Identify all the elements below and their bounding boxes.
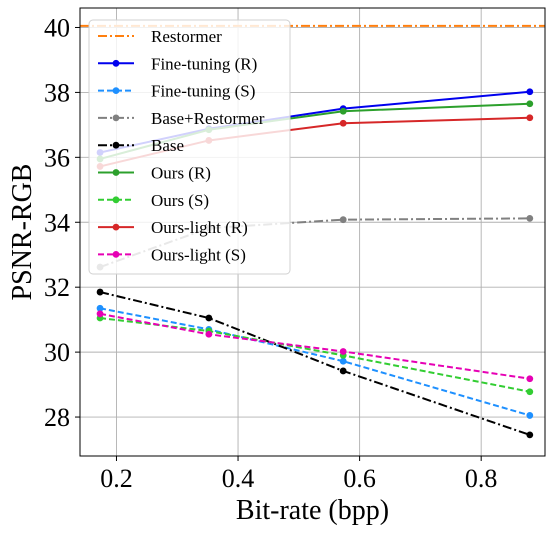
data-point — [205, 314, 213, 322]
x-tick-label: 0.6 — [343, 464, 376, 493]
series-line — [99, 291, 531, 436]
legend-marker — [112, 169, 120, 176]
legend-label: Ours (R) — [151, 164, 211, 183]
data-point — [339, 348, 347, 355]
plot-frame — [79, 7, 546, 457]
series-line — [99, 312, 530, 380]
y-tick-label: 32 — [44, 273, 70, 302]
legend-label: Ours (S) — [151, 191, 209, 210]
y-tick-label: 38 — [44, 78, 70, 107]
data-point — [339, 107, 347, 115]
legend-entry: Base — [98, 136, 184, 155]
data-point — [526, 412, 534, 419]
legend-marker — [112, 59, 120, 67]
data-point — [339, 119, 347, 127]
legend-label: Fine-tuning (S) — [151, 82, 255, 101]
legend-entry: Restormer — [98, 27, 222, 46]
legend-label: Base — [151, 136, 184, 155]
x-tick-label: 0.2 — [100, 464, 133, 493]
legend-box — [88, 19, 291, 275]
data-point — [526, 375, 534, 383]
y-tick-label: 28 — [44, 403, 70, 432]
legend-entry: Ours-light (R) — [98, 218, 248, 237]
data-point — [526, 100, 534, 108]
x-axis-label: Bit-rate (bpp) — [236, 495, 389, 526]
legend-marker — [112, 196, 120, 204]
x-tick-label: 0.4 — [222, 464, 255, 493]
legend-entry: Fine-tuning (S) — [98, 82, 255, 101]
data-point — [526, 88, 534, 96]
y-tick-label: 40 — [44, 13, 70, 42]
legend: Restormer Fine-tuning (R) Fine-tuning (S) B… — [88, 19, 291, 275]
series-base — [96, 288, 534, 439]
legend-entry: Fine-tuning (R) — [98, 54, 257, 73]
data-point — [526, 114, 534, 122]
y-axis-label: PSNR-RGB — [7, 164, 38, 301]
data-point — [205, 330, 213, 338]
legend-marker — [112, 223, 120, 231]
y-tick-label: 36 — [44, 143, 70, 172]
legend-label: Base+Restormer — [151, 109, 265, 128]
legend-marker — [112, 87, 120, 94]
legend-entry: Ours (R) — [98, 164, 211, 183]
series-fine-tuning-s — [96, 304, 534, 419]
legend-entry: Ours-light (S) — [98, 245, 246, 264]
data-point — [96, 288, 104, 296]
series-ours-light-s — [96, 310, 534, 383]
data-point — [96, 304, 104, 312]
legend-marker — [112, 114, 120, 122]
y-tick-label: 30 — [44, 338, 70, 367]
data-point — [526, 214, 534, 222]
legend-marker — [112, 251, 120, 258]
series-line — [99, 307, 531, 417]
x-tick-label: 0.8 — [465, 464, 498, 493]
data-point — [339, 216, 347, 224]
legend-label: Ours-light (R) — [151, 218, 248, 237]
legend-marker — [112, 141, 120, 149]
data-point — [339, 357, 347, 365]
data-point — [339, 367, 347, 375]
data-point — [526, 431, 534, 439]
y-tick-label: 34 — [44, 208, 70, 237]
data-point — [96, 310, 104, 318]
data-point — [526, 388, 534, 396]
legend-label: Fine-tuning (R) — [151, 54, 257, 73]
legend-label: Restormer — [151, 27, 222, 46]
ticks: 0.2 0.4 0.6 0.8 28 30 32 34 36 38 40 — [44, 13, 497, 493]
legend-label: Ours-light (S) — [151, 245, 246, 264]
legend-entry: Base+Restormer — [98, 109, 265, 128]
legend-entry: Ours (S) — [98, 191, 209, 210]
